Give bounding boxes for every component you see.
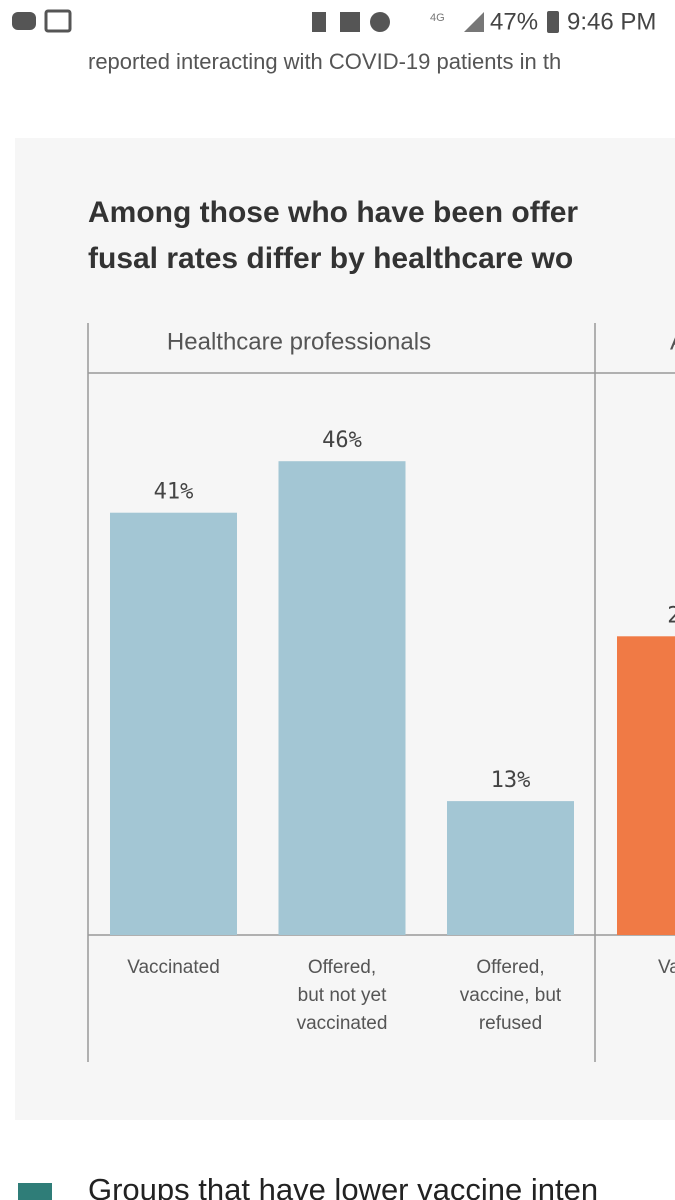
- bar: [110, 512, 237, 935]
- signal-icon: [464, 12, 484, 32]
- battery-level: 47%: [490, 8, 538, 35]
- image-icon: [44, 9, 72, 33]
- intro-text: reported interacting with COVID-19 patie…: [88, 49, 561, 74]
- alarm-icon: [370, 12, 390, 32]
- bar: [278, 461, 406, 935]
- value-label: 13%: [491, 768, 531, 793]
- battery-icon: [547, 11, 559, 33]
- value-label: 41%: [154, 480, 194, 505]
- network-label: 4G: [430, 12, 445, 24]
- legend-text: Groups that have lower vaccine inten: [88, 1172, 598, 1200]
- value-label: 46%: [322, 428, 362, 453]
- value-label: 29: [667, 603, 675, 628]
- status-bar: [0, 0, 675, 46]
- mute-icon: [340, 12, 360, 32]
- message-icon: [12, 12, 36, 30]
- chart-title: Among those who have been offer: [88, 196, 578, 229]
- chart-title: fusal rates differ by healthcare wo: [88, 242, 573, 275]
- bar: [447, 801, 574, 935]
- category-label: Offered, vaccine, but refused: [459, 957, 562, 1034]
- panel-label: Healthcare professionals: [167, 328, 431, 355]
- clock: 9:46 PM: [567, 8, 656, 35]
- panel-label: A: [670, 328, 675, 355]
- category-label: Offered, but not yet vaccinated: [296, 957, 388, 1034]
- legend-swatch: [18, 1183, 52, 1200]
- category-label: Vaccinated: [127, 957, 220, 978]
- status-icon: [312, 12, 326, 32]
- category-label: Vacci: [657, 957, 675, 978]
- bar: [617, 636, 675, 935]
